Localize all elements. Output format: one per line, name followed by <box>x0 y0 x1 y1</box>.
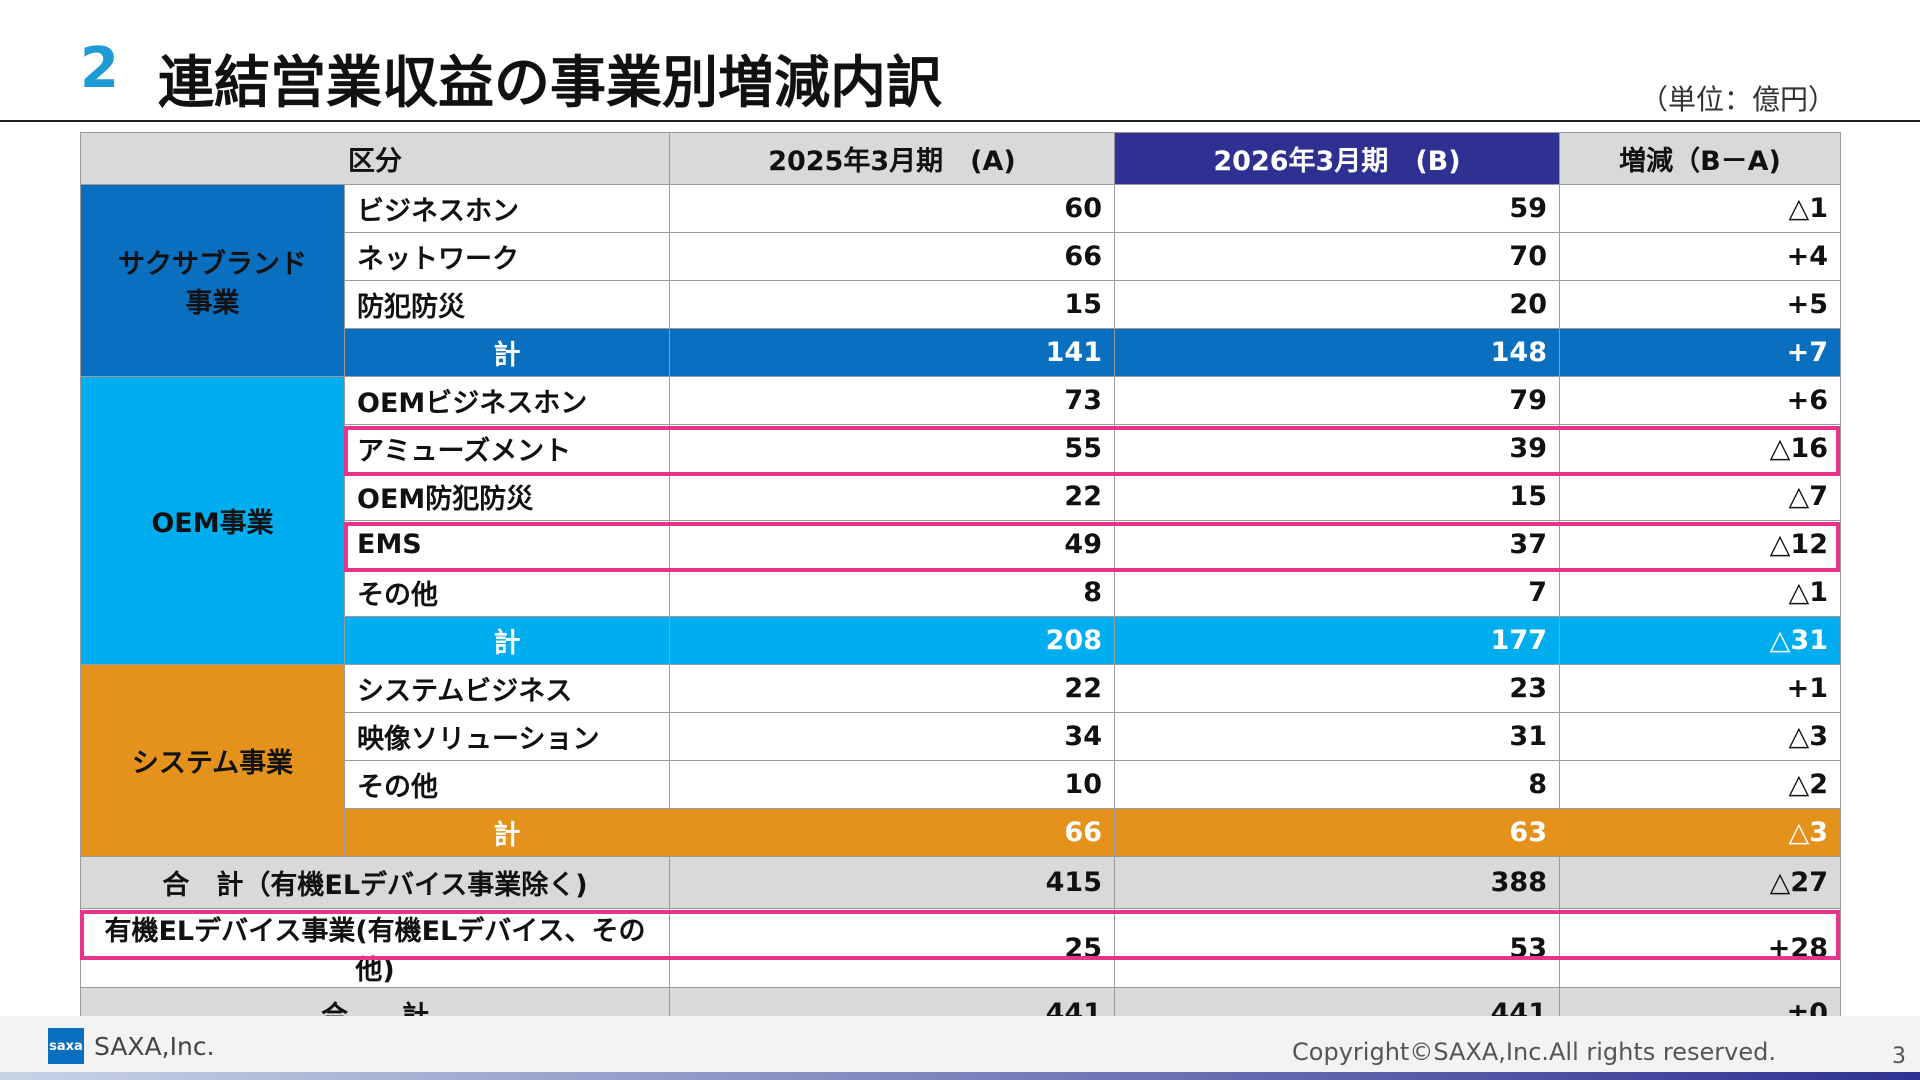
item-label: ネットワーク <box>344 232 670 281</box>
value-b: 31 <box>1114 712 1560 761</box>
value-b: 388 <box>1114 856 1560 909</box>
copyright-text: Copyright©SAXA,Inc.All rights reserved. <box>1292 1038 1776 1066</box>
category-oem: OEM事業 <box>80 376 345 665</box>
value-diff: +5 <box>1559 280 1841 329</box>
table-row: その他 10 8 △2 <box>81 760 1841 809</box>
header-category: 区分 <box>80 132 670 185</box>
item-label: その他 <box>344 568 670 617</box>
table-row: システム事業 システムビジネス 22 23 +1 <box>80 664 1841 857</box>
category-system: システム事業 <box>80 664 345 857</box>
value-b: 23 <box>1114 664 1560 713</box>
value-a: 60 <box>669 184 1115 233</box>
value-b: 59 <box>1114 184 1560 233</box>
value-a: 66 <box>669 808 1115 857</box>
table-row: サクサブランド 事業 ビジネスホン 60 59 △1 <box>80 184 1841 377</box>
subtotal-row-oem: 計 208 177 △31 <box>81 616 1841 665</box>
value-diff: +6 <box>1559 376 1841 425</box>
table-header-row: 区分 2025年3月期 (A) 2026年3月期 (B) 増減（B－A) <box>80 132 1841 185</box>
value-b: 15 <box>1114 472 1560 521</box>
value-a: 34 <box>669 712 1115 761</box>
value-diff: △31 <box>1559 616 1841 665</box>
value-diff: △3 <box>1559 808 1841 857</box>
value-a: 8 <box>669 568 1115 617</box>
footer-gradient-bar <box>0 1072 1920 1080</box>
title-divider <box>0 120 1920 122</box>
slide-header: 2 連結営業収益の事業別増減内訳 （単位：億円） <box>0 0 1920 122</box>
subtotal-label: 計 <box>344 616 670 665</box>
oled-row: 有機ELデバイス事業(有機ELデバイス、その他) 25 53 +28 <box>80 908 1841 988</box>
unit-label: （単位：億円） <box>1639 83 1836 116</box>
value-b: 177 <box>1114 616 1560 665</box>
item-label: アミューズメント <box>344 424 670 473</box>
value-diff: △2 <box>1559 760 1841 809</box>
value-a: 141 <box>669 328 1115 377</box>
highlight-oled <box>80 910 1840 960</box>
highlight-amusement <box>344 426 1840 476</box>
value-diff: +7 <box>1559 328 1841 377</box>
subtotal-row-saxa: 計 141 148 +7 <box>81 328 1841 377</box>
highlight-ems <box>344 522 1840 572</box>
value-diff: △27 <box>1559 856 1841 909</box>
page-title: 連結営業収益の事業別増減内訳 <box>158 51 942 116</box>
header-col-a: 2025年3月期 (A) <box>669 132 1115 185</box>
total-excl-label: 合 計（有機ELデバイス事業除く) <box>80 856 670 909</box>
value-diff: +28 <box>1559 908 1841 988</box>
value-diff: △7 <box>1559 472 1841 521</box>
table-row: 映像ソリューション 34 31 △3 <box>81 712 1841 761</box>
header-diff: 増減（B－A) <box>1559 132 1841 185</box>
value-a: 73 <box>669 376 1115 425</box>
item-label: その他 <box>344 760 670 809</box>
subtotal-row-system: 計 66 63 △3 <box>81 808 1841 857</box>
header-col-b: 2026年3月期 (B) <box>1114 132 1560 185</box>
value-b: 39 <box>1114 424 1560 473</box>
value-diff: +4 <box>1559 232 1841 281</box>
table-row: OEM防犯防災 22 15 △7 <box>81 472 1841 521</box>
item-label: OEM防犯防災 <box>344 472 670 521</box>
value-a: 10 <box>669 760 1115 809</box>
value-b: 70 <box>1114 232 1560 281</box>
value-b: 7 <box>1114 568 1560 617</box>
value-diff: △1 <box>1559 184 1841 233</box>
table-row: その他 8 7 △1 <box>81 568 1841 617</box>
value-a: 208 <box>669 616 1115 665</box>
item-label: ビジネスホン <box>344 184 670 233</box>
category-saxa-brand: サクサブランド 事業 <box>80 184 345 377</box>
value-diff: +1 <box>1559 664 1841 713</box>
value-b: 79 <box>1114 376 1560 425</box>
category-label-line2: 事業 <box>185 287 240 319</box>
value-a: 25 <box>669 908 1115 988</box>
value-a: 49 <box>669 520 1115 569</box>
value-b: 148 <box>1114 328 1560 377</box>
value-b: 63 <box>1114 808 1560 857</box>
oled-label: 有機ELデバイス事業(有機ELデバイス、その他) <box>80 908 670 988</box>
item-label: OEMビジネスホン <box>344 376 670 425</box>
item-label: 映像ソリューション <box>344 712 670 761</box>
value-b: 8 <box>1114 760 1560 809</box>
table-row: OEM事業 OEMビジネスホン 73 79 +6 <box>80 376 1841 665</box>
subtotal-label: 計 <box>344 808 670 857</box>
page-number: 3 <box>1892 1044 1906 1069</box>
item-label: システムビジネス <box>344 664 670 713</box>
table-row: ネットワーク 66 70 +4 <box>81 232 1841 281</box>
value-a: 66 <box>669 232 1115 281</box>
value-a: 22 <box>669 664 1115 713</box>
section-number: 2 <box>80 36 119 101</box>
subtotal-label: 計 <box>344 328 670 377</box>
table-row: 防犯防災 15 20 +5 <box>81 280 1841 329</box>
saxa-logo-icon: saxa <box>48 1028 84 1064</box>
category-label-line1: サクサブランド <box>118 248 307 280</box>
value-a: 15 <box>669 280 1115 329</box>
item-label: 防犯防災 <box>344 280 670 329</box>
value-a: 22 <box>669 472 1115 521</box>
footer <box>0 1016 1920 1072</box>
value-a: 415 <box>669 856 1115 909</box>
value-diff: △1 <box>1559 568 1841 617</box>
total-excl-oled-row: 合 計（有機ELデバイス事業除く) 415 388 △27 <box>80 856 1841 909</box>
revenue-table: 区分 2025年3月期 (A) 2026年3月期 (B) 増減（B－A) サクサ… <box>80 132 1841 1040</box>
value-b: 20 <box>1114 280 1560 329</box>
company-name: SAXA,Inc. <box>94 1032 215 1061</box>
value-diff: △3 <box>1559 712 1841 761</box>
value-a: 55 <box>669 424 1115 473</box>
